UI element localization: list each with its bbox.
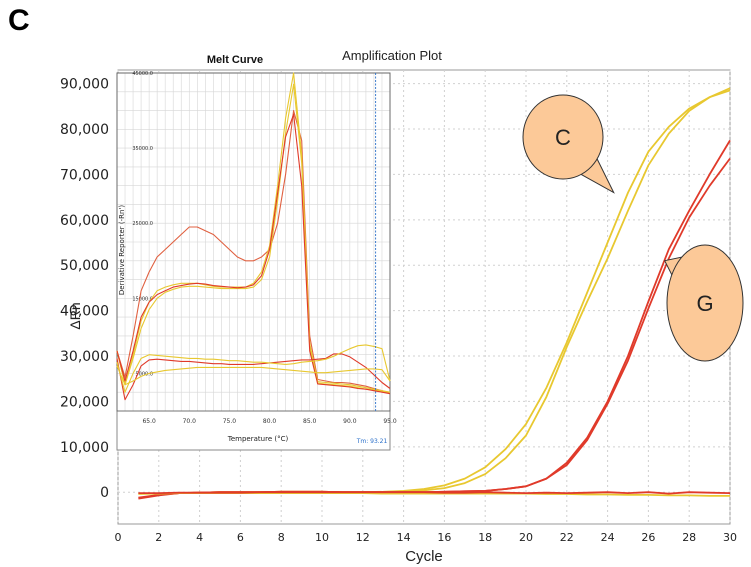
main-x-tick-label: 8 bbox=[278, 531, 285, 544]
main-x-axis-label: Cycle bbox=[405, 548, 443, 565]
main-y-tick-label: 90,000 bbox=[60, 77, 109, 93]
main-x-tick-label: 0 bbox=[115, 531, 122, 544]
inset-x-axis-label: Temperature (°C) bbox=[227, 435, 289, 443]
callout-joint bbox=[575, 153, 596, 173]
inset-series-group bbox=[116, 72, 391, 411]
inset-y-tick-label: 5000.0 bbox=[136, 371, 154, 377]
main-x-tick-label: 6 bbox=[237, 531, 244, 544]
inset-x-tick-label: 95.0 bbox=[383, 418, 397, 425]
tm-readout: Tm: 93.21 bbox=[356, 438, 388, 445]
inset-series-line-5 bbox=[116, 353, 391, 401]
main-series-group bbox=[138, 87, 731, 500]
inset-x-tick-label: 80.0 bbox=[263, 418, 277, 425]
inset-grid bbox=[116, 72, 391, 412]
main-x-tick-label: 12 bbox=[356, 531, 370, 544]
callout-label: C bbox=[555, 125, 571, 150]
callout-group: CG bbox=[522, 94, 744, 362]
main-x-tick-label: 30 bbox=[723, 531, 737, 544]
inset-x-tick-label: 65.0 bbox=[142, 418, 156, 425]
main-x-tick-label: 16 bbox=[437, 531, 451, 544]
main-x-tick-label: 14 bbox=[397, 531, 411, 544]
inset-title: Melt Curve bbox=[207, 54, 263, 66]
main-series-line-6 bbox=[138, 491, 731, 495]
main-ticks: 0 2 4 6 8 10 12 14 16 18 20 22 24 26 28 30010,00020,000… bbox=[60, 77, 737, 544]
inset-series-line-2 bbox=[116, 72, 391, 393]
main-x-tick-label: 26 bbox=[641, 531, 655, 544]
melt-curve-inset: Melt Curve 65.0 70.0 75.0 80.0 85.0 90.0 95.0 5… bbox=[116, 54, 397, 451]
main-y-tick-label: 50,000 bbox=[60, 258, 109, 274]
callout-label: G bbox=[696, 291, 713, 316]
main-x-tick-label: 28 bbox=[682, 531, 696, 544]
inset-x-tick-label: 85.0 bbox=[303, 418, 317, 425]
callout-bubble bbox=[522, 94, 604, 180]
callout-bubble bbox=[666, 244, 744, 362]
main-x-tick-label: 2 bbox=[155, 531, 162, 544]
main-chart-title: Amplification Plot bbox=[342, 48, 442, 63]
inset-y-tick-label: 15000.0 bbox=[132, 296, 153, 302]
main-y-tick-label: 70,000 bbox=[60, 167, 109, 183]
panel-label: C bbox=[8, 4, 30, 37]
main-y-tick-label: 40,000 bbox=[60, 304, 109, 320]
main-x-tick-label: 10 bbox=[315, 531, 329, 544]
inset-x-tick-label: 90.0 bbox=[343, 418, 357, 425]
inset-y-tick-label: 25000.0 bbox=[132, 221, 153, 227]
main-y-axis-label: ΔRn bbox=[67, 302, 83, 329]
inset-series-line-6 bbox=[116, 344, 391, 393]
main-x-tick-label: 22 bbox=[560, 531, 574, 544]
inset-series-line-7 bbox=[116, 365, 391, 386]
main-x-tick-label: 4 bbox=[196, 531, 203, 544]
main-x-tick-label: 20 bbox=[519, 531, 533, 544]
inset-plot-frame bbox=[116, 72, 391, 412]
main-x-tick-label: 18 bbox=[478, 531, 492, 544]
inset-x-tick-label: 75.0 bbox=[223, 418, 237, 425]
inset-series-line-1 bbox=[116, 110, 391, 395]
inset-x-tick-label: 70.0 bbox=[183, 418, 197, 425]
main-x-tick-label: 24 bbox=[601, 531, 615, 544]
main-y-tick-label: 60,000 bbox=[60, 213, 109, 229]
main-y-tick-label: 80,000 bbox=[60, 122, 109, 138]
inset-y-axis-label: Derivative Reporter (-Rn') bbox=[118, 205, 126, 295]
main-y-tick-label: 30,000 bbox=[60, 349, 109, 365]
main-y-tick-label: 20,000 bbox=[60, 394, 109, 410]
inset-series-line-3 bbox=[116, 83, 391, 393]
main-y-tick-label: 0 bbox=[100, 485, 109, 501]
main-y-tick-label: 10,000 bbox=[60, 440, 109, 456]
inset-y-tick-label: 45000.0 bbox=[132, 71, 153, 77]
inset-series-line-4 bbox=[116, 113, 391, 395]
inset-ticks: 65.0 70.0 75.0 80.0 85.0 90.0 95.0 5000.0 15000.… bbox=[132, 71, 397, 425]
callout-joint bbox=[673, 254, 693, 281]
inset-y-tick-label: 35000.0 bbox=[132, 146, 153, 152]
